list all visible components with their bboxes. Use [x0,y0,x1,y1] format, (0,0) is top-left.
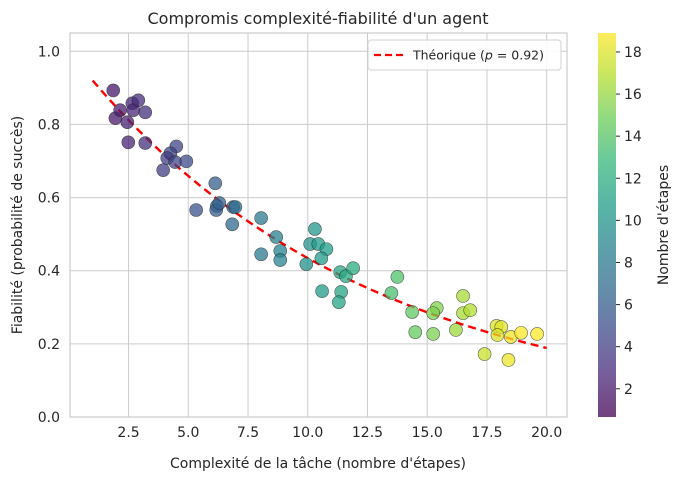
theory-curve [91,79,547,350]
x-tick-label: 5.0 [177,425,199,441]
colorbar-tick-label: 4 [624,340,633,356]
legend: Théorique (p = 0.92) [367,39,562,71]
colorbar-tick-label: 8 [624,255,633,271]
y-tick-label: 1.0 [38,44,60,60]
data-point [426,306,440,320]
y-tick-label: 0.8 [38,117,60,133]
data-point [299,257,314,271]
colorbar [598,33,616,417]
data-point [405,305,419,319]
data-point [501,353,516,367]
data-point [315,284,329,298]
data-point [456,289,470,303]
data-point [254,247,268,262]
colorbar-tick-label: 6 [624,298,633,314]
x-tick-label: 10.0 [292,425,323,441]
data-point [113,103,127,117]
data-point [138,136,153,150]
y-tick-label: 0.6 [38,191,60,207]
data-point [179,154,194,169]
data-point [332,295,346,309]
data-point [514,326,528,340]
chart-title: Compromis complexité-fiabilité d'un agen… [147,9,488,28]
legend-label-suffix: = 0.92) [493,48,544,63]
data-point [131,93,146,108]
data-point [269,230,284,244]
data-point [228,200,243,214]
data-point [106,83,121,98]
data-point [346,261,360,275]
data-point [463,303,478,318]
data-point [477,347,492,361]
y-tick-label: 0.0 [38,410,60,426]
plot-frame [69,32,568,418]
legend-label-var: p [484,48,493,63]
data-point [314,251,329,266]
x-tick-label: 12.5 [352,425,383,441]
data-point [120,115,135,130]
data-point [490,328,505,342]
data-point [121,135,136,150]
x-tick-label: 2.5 [117,425,139,441]
data-point [189,203,203,217]
data-point [390,270,405,284]
svg-text:Théorique (p = 0.92): Théorique (p = 0.92) [412,48,544,63]
data-point [273,253,288,267]
colorbar-label: Nombre d'étapes [656,165,672,285]
y-tick-label: 0.4 [38,264,60,280]
colorbar-tick-label: 18 [624,45,642,61]
data-point [530,327,544,341]
legend-label-prefix: Théorique ( [412,48,485,63]
x-tick-label: 7.5 [237,425,259,441]
y-axis-label: Fiabilité (probabilité de succès) [10,116,26,334]
colorbar-tick-label: 14 [624,129,642,145]
x-tick-label: 15.0 [412,425,443,441]
data-point [254,211,268,225]
colorbar-tick-label: 16 [624,87,642,103]
data-point [408,325,423,339]
data-point [449,323,463,337]
x-tick-label: 17.5 [471,425,502,441]
y-tick-label: 0.2 [38,337,60,353]
colorbar-tick-label: 10 [624,213,642,229]
data-point [225,217,240,232]
colorbar-tick-label: 12 [624,171,642,187]
data-point [426,327,440,341]
data-point [308,222,322,236]
data-point [384,286,399,300]
data-point [138,105,153,120]
x-tick-label: 20.0 [531,425,562,441]
colorbar-tick-label: 2 [624,382,633,398]
x-axis-label: Complexité de la tâche (nombre d'étapes) [170,456,466,472]
data-point [212,196,227,210]
data-point [156,163,170,177]
data-point [208,176,223,191]
